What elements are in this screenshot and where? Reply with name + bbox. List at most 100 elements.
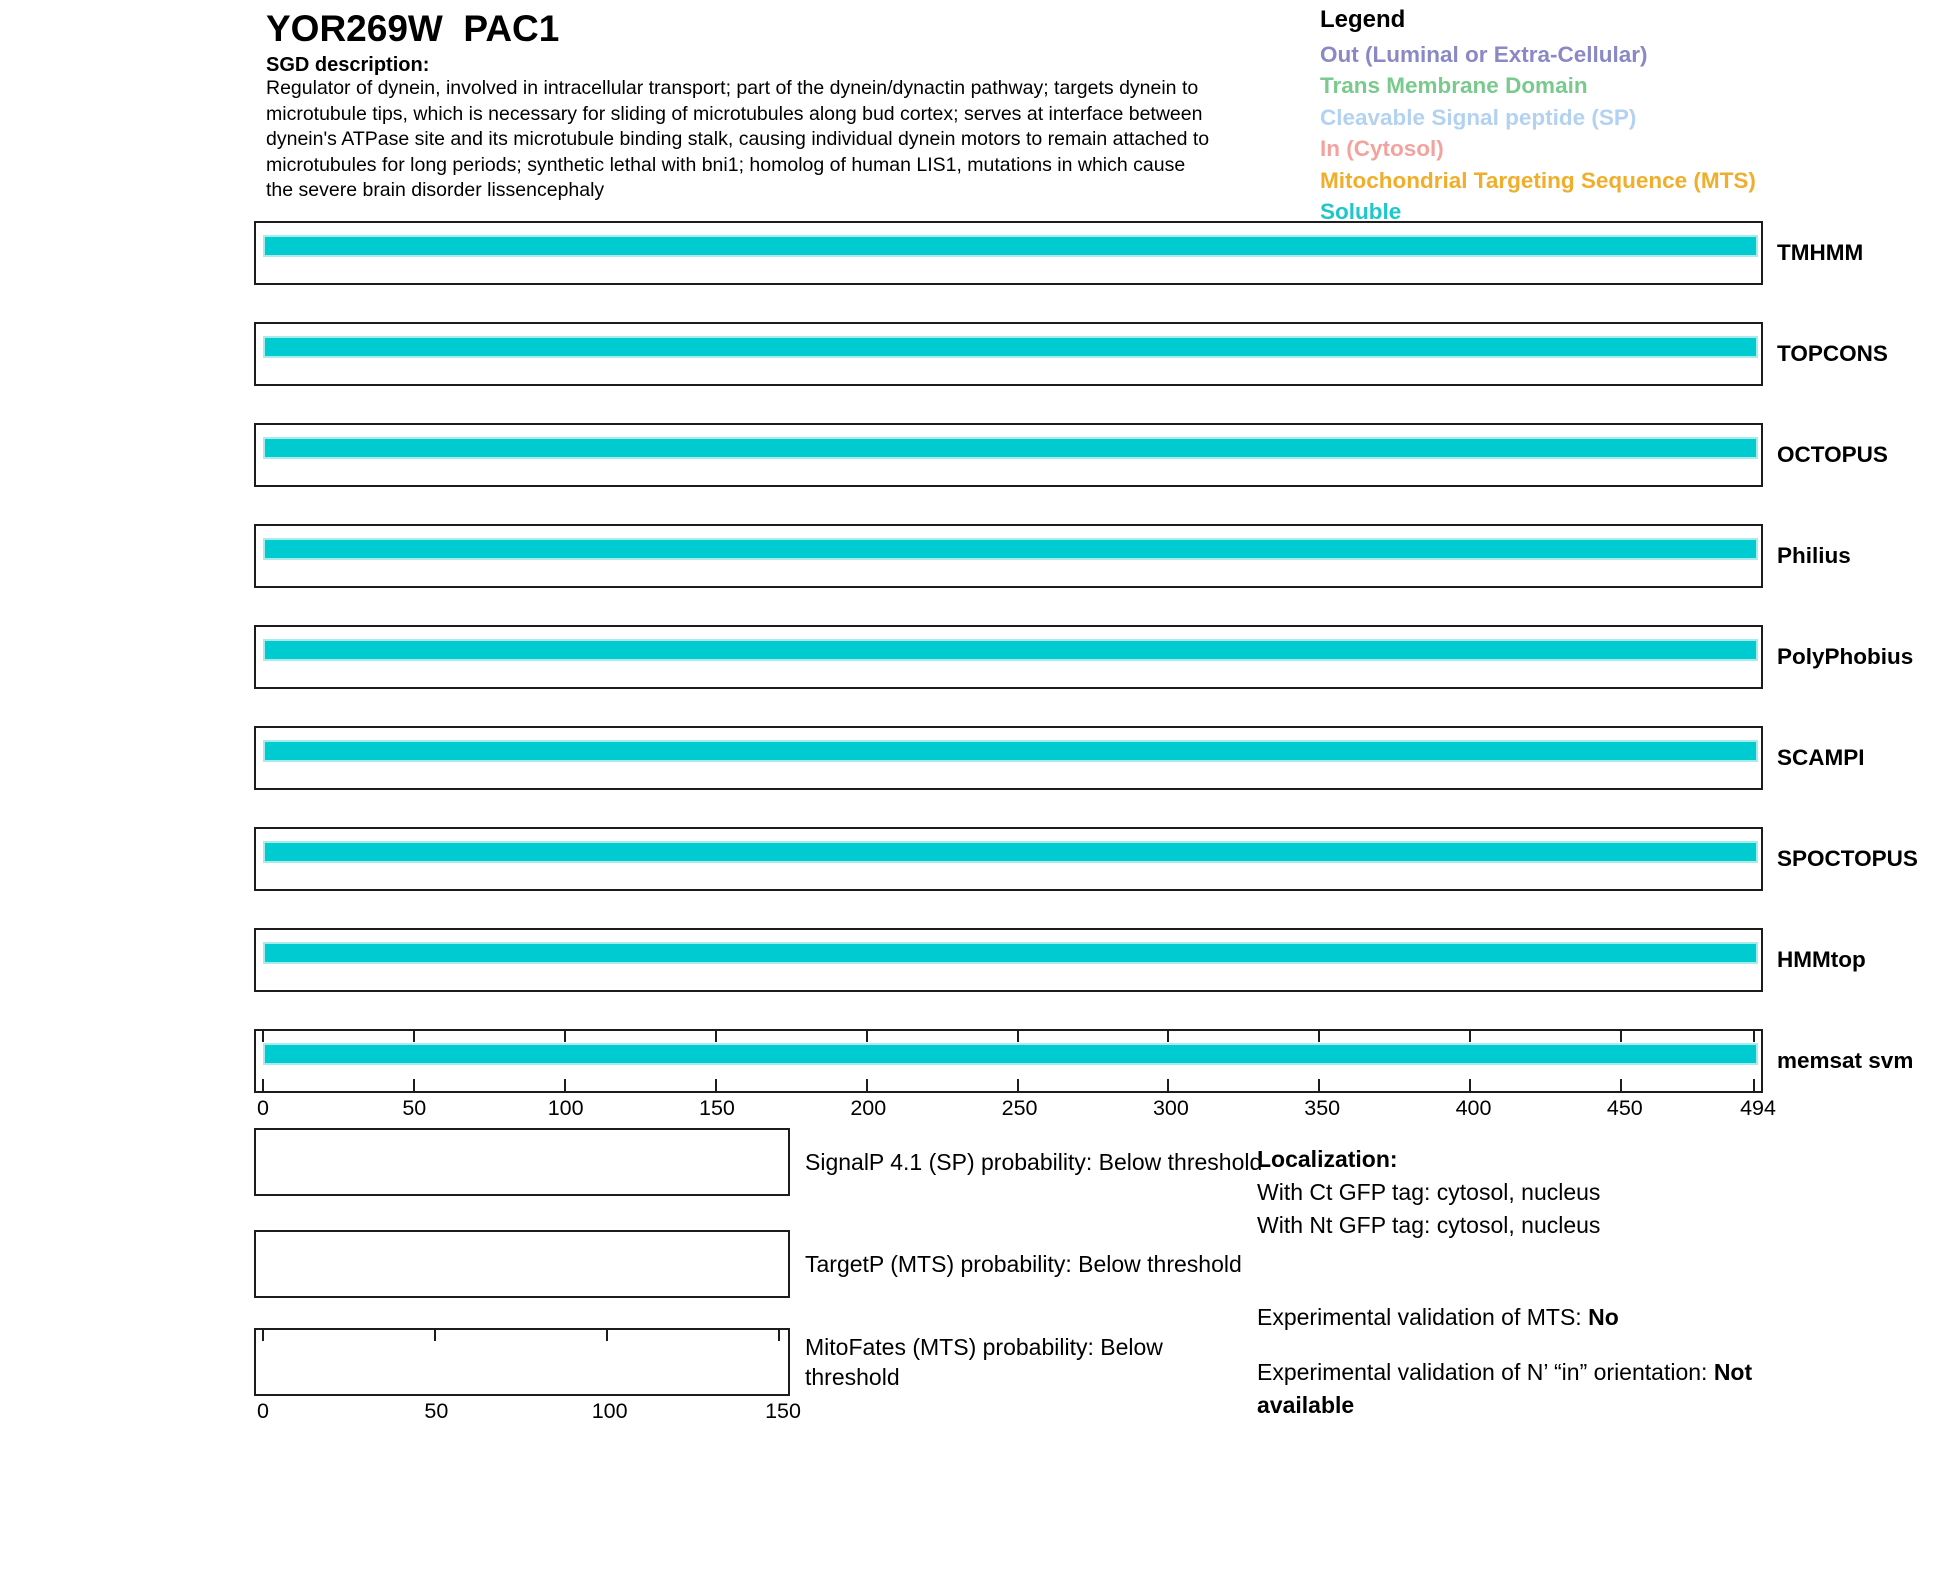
track-box: [254, 726, 1763, 790]
localization-section: Localization: With Ct GFP tag: cytosol, …: [1257, 1143, 1837, 1422]
sgd-description-label: SGD description:: [266, 54, 430, 76]
legend-item-transmembrane: Trans Membrane Domain: [1320, 73, 1588, 99]
axis-tick-mark: [865, 1079, 868, 1091]
axis-tick-mark: [1469, 1079, 1472, 1091]
soluble-bar: [263, 235, 1758, 257]
axis-tick-label: 400: [1455, 1096, 1492, 1120]
axis-tickmarks-bottom: [262, 1031, 1755, 1091]
orientation-validation-line: Experimental validation of N’ “in” orien…: [1257, 1356, 1837, 1422]
signalp-label: SignalP 4.1 (SP) probability: Below thre…: [805, 1149, 1263, 1175]
axis-tick-label: 200: [850, 1096, 887, 1120]
axis-tick-mark: [1620, 1031, 1623, 1042]
axis-tick-mark: [865, 1031, 868, 1042]
track-scampi: SCAMPI: [254, 726, 1865, 790]
axis-tick-mark: [1016, 1031, 1019, 1042]
track-box: [254, 423, 1763, 487]
axis-tick-mark: [1753, 1031, 1755, 1042]
track-polyphobius: PolyPhobius: [254, 625, 1913, 689]
legend: Legend Out (Luminal or Extra-Cellular) T…: [1320, 6, 1900, 227]
track-box: [254, 625, 1763, 689]
axis-tick-label: 0: [257, 1096, 269, 1120]
plot-box: [254, 1128, 790, 1196]
track-memsat-svm: memsat svm: [254, 1029, 1913, 1093]
axis-tick-mark: [1016, 1079, 1019, 1091]
track-box: [254, 827, 1763, 891]
axis-tick-label: 150: [699, 1096, 735, 1120]
axis-tick-mark: [262, 1031, 264, 1042]
mts-validation-line: Experimental validation of MTS: No: [1257, 1301, 1837, 1334]
main-x-axis-labels: 0 50 100 150 200 250 300 350 400 450 494: [257, 1096, 1776, 1124]
targetp-label: TargetP (MTS) probability: Below thresho…: [805, 1251, 1242, 1277]
track-topcons: TOPCONS: [254, 322, 1888, 386]
mitofates-label: MitoFates (MTS) probability: Below thres…: [805, 1334, 1163, 1390]
localization-heading: Localization:: [1257, 1146, 1398, 1172]
track-label: SPOCTOPUS: [1777, 846, 1918, 871]
axis-tickmarks-top: [262, 1031, 1755, 1091]
axis-tick-mark: [1318, 1031, 1321, 1042]
axis-tick-mark: [262, 1330, 264, 1341]
plot-box: [254, 1230, 790, 1298]
localization-ct-gfp: With Ct GFP tag: cytosol, nucleus: [1257, 1179, 1601, 1205]
mts-validation-label: Experimental validation of MTS:: [1257, 1304, 1589, 1330]
axis-tick-label: 100: [547, 1096, 584, 1120]
axis-tick-label: 0: [257, 1399, 269, 1423]
track-box: [254, 524, 1763, 588]
axis-tick-mark: [433, 1330, 436, 1341]
orientation-validation-value: Not available: [1257, 1359, 1753, 1418]
mitofates-plot: MitoFates (MTS) probability: Below thres…: [254, 1328, 1163, 1396]
axis-tick-label: 150: [765, 1399, 801, 1423]
track-tmhmm: TMHMM: [254, 221, 1863, 285]
axis-tick-mark: [714, 1031, 717, 1042]
axis-tick-label: 250: [1001, 1096, 1038, 1120]
legend-item-out: Out (Luminal or Extra-Cellular): [1320, 42, 1648, 67]
axis-tick-label: 50: [424, 1399, 449, 1423]
mts-validation-value: No: [1588, 1304, 1619, 1330]
soluble-bar: [263, 639, 1758, 661]
axis-tick-mark: [563, 1079, 566, 1091]
axis-tick-label: 100: [591, 1399, 628, 1423]
soluble-bar: [263, 1043, 1758, 1065]
soluble-bar: [263, 437, 1758, 459]
small-x-axis-labels: 0 50 100 150: [257, 1399, 801, 1427]
axis-tick-mark: [1167, 1079, 1170, 1091]
axis-tick-label: 350: [1304, 1096, 1341, 1120]
signalp-plot: SignalP 4.1 (SP) probability: Below thre…: [254, 1128, 1262, 1196]
axis-tick-mark: [606, 1330, 608, 1341]
axis-tick-mark: [262, 1079, 264, 1091]
localization-nt-gfp: With Nt GFP tag: cytosol, nucleus: [1257, 1212, 1601, 1238]
track-spoctopus: SPOCTOPUS: [254, 827, 1918, 891]
track-label: Philius: [1777, 543, 1851, 568]
axis-tick-label: 494: [1740, 1096, 1776, 1120]
plot-box: [254, 1328, 790, 1396]
track-box: [254, 1029, 1763, 1093]
axis-tick-mark: [412, 1031, 415, 1042]
legend-item-in-cytosol: In (Cytosol): [1320, 136, 1444, 162]
soluble-bar: [263, 740, 1758, 762]
axis-tick-mark: [1469, 1031, 1472, 1042]
track-label: SCAMPI: [1777, 745, 1865, 770]
track-label: PolyPhobius: [1777, 644, 1914, 669]
axis-tick-mark: [1620, 1079, 1623, 1091]
soluble-bar: [263, 538, 1758, 560]
axis-tick-mark: [412, 1079, 415, 1091]
axis-tick-mark: [563, 1031, 566, 1042]
track-box: [254, 928, 1763, 992]
legend-title: Legend: [1320, 6, 1406, 33]
track-hmmtop: HMMtop: [254, 928, 1866, 992]
axis-tickmarks-top: [262, 1330, 780, 1394]
soluble-bar: [263, 942, 1758, 964]
sgd-description-text: Regulator of dynein, involved in intrace…: [266, 77, 1210, 202]
soluble-bar: [263, 336, 1758, 358]
track-octopus: OCTOPUS: [254, 423, 1888, 487]
axis-tick-mark: [1318, 1079, 1321, 1091]
axis-tick-mark: [1753, 1079, 1755, 1091]
legend-item-mts: Mitochondrial Targeting Sequence (MTS): [1320, 167, 1756, 193]
axis-tick-mark: [714, 1079, 717, 1091]
legend-item-soluble: Soluble: [1320, 199, 1402, 225]
track-label: TOPCONS: [1777, 341, 1888, 366]
axis-tick-label: 50: [402, 1096, 427, 1120]
track-label: memsat svm: [1777, 1048, 1914, 1073]
axis-tick-label: 300: [1152, 1096, 1189, 1120]
page-title: YOR269W PAC1: [266, 8, 560, 49]
